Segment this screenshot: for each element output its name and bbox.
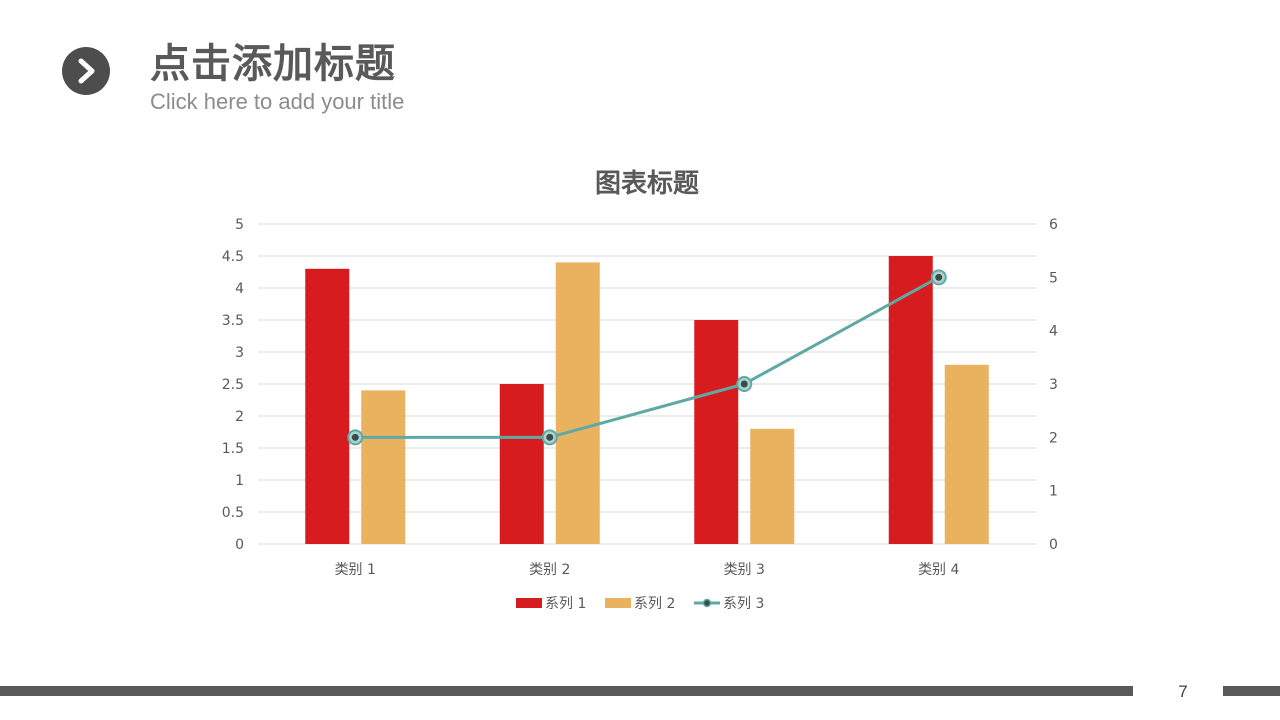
combo-chart: 图表标题 0 0.5 1 1.5 2 2.5 3 3.5 4 4.5 5 0 1 2 3 4 5 6 类别 1 类别 2… — [222, 169, 1058, 612]
y2-tick-label: 1 — [1049, 484, 1058, 500]
bar-series1 — [694, 320, 739, 544]
footer-bar-right — [1223, 686, 1280, 696]
page-number: 7 — [1178, 682, 1188, 701]
bar-series1 — [305, 268, 350, 544]
line-marker-dot — [546, 433, 554, 441]
y2-tick-label: 3 — [1049, 377, 1058, 393]
y-tick-label: 0 — [235, 537, 244, 553]
y-tick-label: 4 — [235, 281, 244, 297]
line-marker-dot — [935, 273, 943, 281]
y2-tick-label: 2 — [1049, 430, 1058, 446]
legend-label: 系列 3 — [723, 596, 764, 612]
bar-series2 — [944, 364, 989, 544]
chart-title: 图表标题 — [595, 169, 699, 199]
y2-tick-label: 6 — [1049, 217, 1058, 233]
y-tick-label: 2.5 — [222, 377, 244, 393]
x-tick-label: 类别 4 — [918, 562, 959, 578]
bar-series2 — [361, 390, 406, 544]
legend-label: 系列 1 — [545, 596, 586, 612]
footer-bar — [0, 686, 1133, 696]
y2-tick-label: 4 — [1049, 324, 1058, 340]
line-marker-dot — [351, 433, 359, 441]
y-tick-label: 4.5 — [222, 249, 244, 265]
y-tick-label: 2 — [235, 409, 244, 425]
bar-series2 — [750, 428, 795, 544]
bar-series1 — [888, 256, 933, 544]
y2-tick-label: 0 — [1049, 537, 1058, 553]
page-title: 点击添加标题 — [150, 41, 396, 87]
line-marker-dot — [740, 380, 748, 388]
y-tick-label: 1 — [235, 473, 244, 489]
y-tick-label: 3.5 — [222, 313, 244, 329]
legend-swatch — [516, 598, 542, 608]
bar-series1 — [499, 384, 544, 544]
chevron-right-icon — [62, 47, 110, 95]
legend-marker — [702, 598, 712, 608]
x-tick-label: 类别 2 — [529, 562, 570, 578]
x-tick-label: 类别 3 — [724, 562, 765, 578]
y-tick-label: 5 — [235, 217, 244, 233]
page-subtitle: Click here to add your title — [150, 89, 405, 114]
y-tick-label: 0.5 — [222, 505, 244, 521]
bar-series2 — [555, 262, 600, 544]
y-tick-label: 1.5 — [222, 441, 244, 457]
legend-swatch — [605, 598, 631, 608]
y2-tick-label: 5 — [1049, 270, 1058, 286]
legend-label: 系列 2 — [634, 596, 675, 612]
x-tick-label: 类别 1 — [335, 562, 376, 578]
line-series3 — [355, 276, 940, 439]
y-tick-label: 3 — [235, 345, 244, 361]
